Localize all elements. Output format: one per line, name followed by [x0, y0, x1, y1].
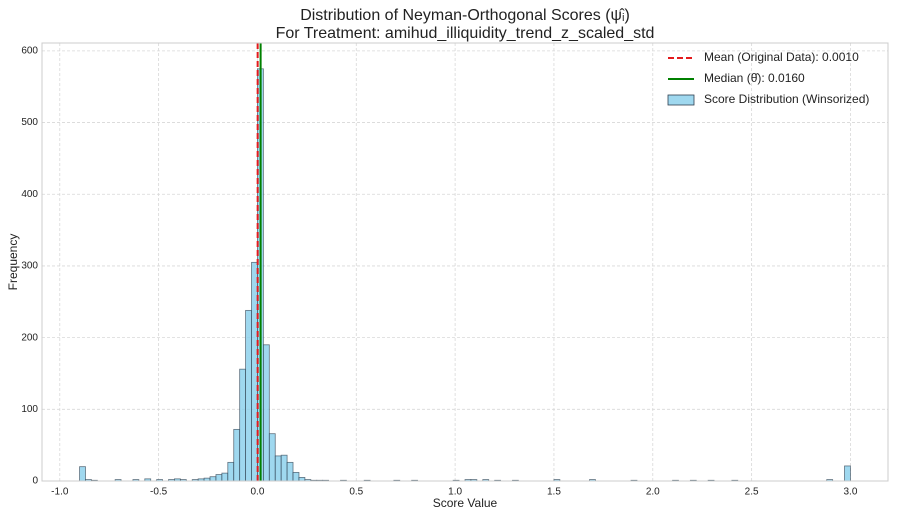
legend-patch — [667, 94, 695, 106]
bar — [262, 344, 270, 482]
bar — [268, 433, 276, 482]
bar — [215, 474, 223, 482]
x-tick-label: 1.0 — [448, 487, 462, 498]
y-tick-label: 0 — [32, 476, 38, 487]
bar — [233, 428, 241, 482]
x-tick-label: 0.5 — [349, 487, 363, 498]
bar — [79, 466, 86, 482]
y-axis-label: Frequency — [6, 234, 20, 291]
bar — [298, 477, 306, 482]
y-tick-label: 200 — [21, 332, 38, 343]
y-tick-label: 300 — [21, 261, 38, 272]
x-tick-label: 0.0 — [251, 487, 265, 498]
bar — [245, 309, 252, 482]
bar — [227, 461, 235, 482]
bar — [274, 455, 282, 482]
bar — [844, 465, 851, 482]
x-tick-label: -1.0 — [51, 487, 69, 498]
bar — [292, 471, 300, 482]
bar — [251, 261, 258, 482]
x-tick-label: 1.5 — [547, 487, 561, 498]
y-tick-label: 600 — [21, 46, 38, 57]
y-tick-label: 500 — [21, 117, 38, 128]
legend-label: Score Distribution (Winsorized) — [704, 92, 869, 106]
bar — [280, 454, 288, 482]
chart-title: Distribution of Neyman-Orthogonal Scores… — [300, 7, 630, 24]
y-tick-label: 100 — [21, 404, 38, 415]
legend: Mean (Original Data): 0.0010 Median (θ̂):… — [667, 50, 869, 106]
bar — [239, 368, 246, 482]
legend-label: Mean (Original Data): 0.0010 — [704, 50, 859, 64]
x-tick-label: -0.5 — [150, 487, 168, 498]
bar — [209, 476, 217, 482]
y-tick-label: 400 — [21, 189, 38, 200]
x-axis-label: Score Value — [433, 496, 498, 510]
bar — [286, 461, 294, 482]
x-tick-label: 2.5 — [745, 487, 759, 498]
legend-label: Median (θ̂): 0.0160 — [704, 71, 805, 85]
x-tick-label: 3.0 — [843, 487, 857, 498]
chart-subtitle: For Treatment: amihud_illiquidity_trend_… — [276, 25, 655, 42]
plot-frame — [41, 42, 889, 482]
bar — [221, 472, 229, 482]
x-tick-label: 2.0 — [646, 487, 660, 498]
